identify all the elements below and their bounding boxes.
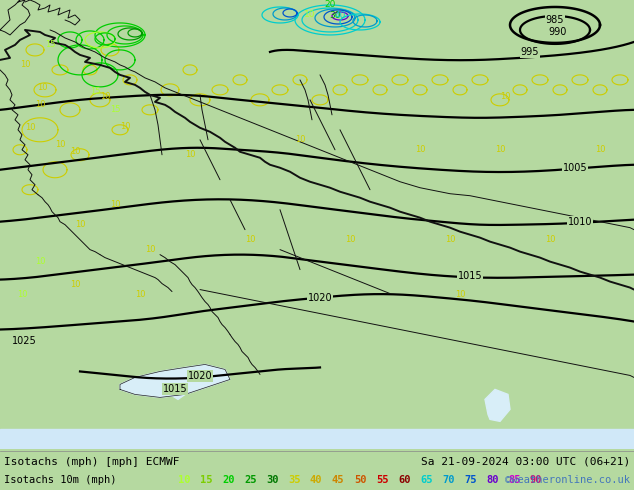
Text: 65: 65 xyxy=(420,475,432,485)
Polygon shape xyxy=(0,0,634,449)
Text: 10: 10 xyxy=(25,123,36,132)
Text: 60: 60 xyxy=(398,475,410,485)
Text: 10: 10 xyxy=(70,147,81,156)
Text: 1010: 1010 xyxy=(568,217,592,227)
Text: 10: 10 xyxy=(75,220,85,229)
Text: Sa 21-09-2024 03:00 UTC (06+21): Sa 21-09-2024 03:00 UTC (06+21) xyxy=(421,457,630,466)
Text: 15: 15 xyxy=(45,41,55,49)
Text: 10: 10 xyxy=(178,475,190,485)
Text: 10: 10 xyxy=(35,257,45,266)
Text: 1015: 1015 xyxy=(458,270,482,281)
Text: 20: 20 xyxy=(222,475,235,485)
Text: 10: 10 xyxy=(37,83,48,93)
Polygon shape xyxy=(170,381,185,399)
Text: 10: 10 xyxy=(35,100,45,109)
Text: 40: 40 xyxy=(310,475,323,485)
Text: 10: 10 xyxy=(304,10,316,20)
Text: Isotachs 10m (mph): Isotachs 10m (mph) xyxy=(4,475,117,485)
Text: 10: 10 xyxy=(595,145,605,154)
Text: 80: 80 xyxy=(486,475,498,485)
Text: 20: 20 xyxy=(325,0,335,9)
Text: Isotachs (mph) [mph] ECMWF: Isotachs (mph) [mph] ECMWF xyxy=(4,457,179,466)
Text: 15: 15 xyxy=(200,475,212,485)
Text: 10: 10 xyxy=(20,60,30,70)
Polygon shape xyxy=(120,365,230,397)
Text: 70: 70 xyxy=(442,475,455,485)
Text: 35: 35 xyxy=(288,475,301,485)
Text: 10: 10 xyxy=(184,150,195,159)
Text: ©weatheronline.co.uk: ©weatheronline.co.uk xyxy=(505,475,630,485)
Text: 15: 15 xyxy=(110,105,120,114)
Text: 10: 10 xyxy=(455,290,465,299)
Text: 10: 10 xyxy=(16,290,27,299)
Text: 90: 90 xyxy=(530,475,543,485)
Text: 10: 10 xyxy=(55,140,65,149)
Text: 10: 10 xyxy=(145,245,155,254)
Text: 50: 50 xyxy=(354,475,366,485)
Text: 85: 85 xyxy=(508,475,521,485)
Polygon shape xyxy=(485,390,510,421)
Text: 10: 10 xyxy=(135,290,145,299)
Text: 10: 10 xyxy=(444,235,455,244)
Text: 990: 990 xyxy=(549,27,567,37)
Text: 45: 45 xyxy=(332,475,344,485)
Text: 40: 40 xyxy=(334,11,346,21)
Text: 30: 30 xyxy=(266,475,278,485)
Polygon shape xyxy=(0,429,634,449)
Text: 985: 985 xyxy=(546,15,564,25)
Text: 10: 10 xyxy=(500,92,510,101)
Text: 10: 10 xyxy=(120,122,130,131)
Text: 1005: 1005 xyxy=(563,163,587,173)
Text: 1020: 1020 xyxy=(188,371,212,381)
Text: 55: 55 xyxy=(376,475,389,485)
Text: 10: 10 xyxy=(110,200,120,209)
Text: 10: 10 xyxy=(415,145,425,154)
Text: 25: 25 xyxy=(244,475,257,485)
Text: 10: 10 xyxy=(245,235,256,244)
Text: 10: 10 xyxy=(495,145,505,154)
Text: 10: 10 xyxy=(70,280,81,289)
Text: 1025: 1025 xyxy=(12,337,37,346)
Text: 1020: 1020 xyxy=(307,293,332,302)
Text: 15: 15 xyxy=(90,87,100,97)
Text: 995: 995 xyxy=(521,47,540,57)
Text: 30: 30 xyxy=(329,11,340,21)
Text: 10: 10 xyxy=(295,135,305,144)
Text: 10: 10 xyxy=(100,92,110,101)
Text: 75: 75 xyxy=(464,475,477,485)
Text: 1015: 1015 xyxy=(163,385,187,394)
Text: 10: 10 xyxy=(545,235,555,244)
Text: 10: 10 xyxy=(345,235,355,244)
